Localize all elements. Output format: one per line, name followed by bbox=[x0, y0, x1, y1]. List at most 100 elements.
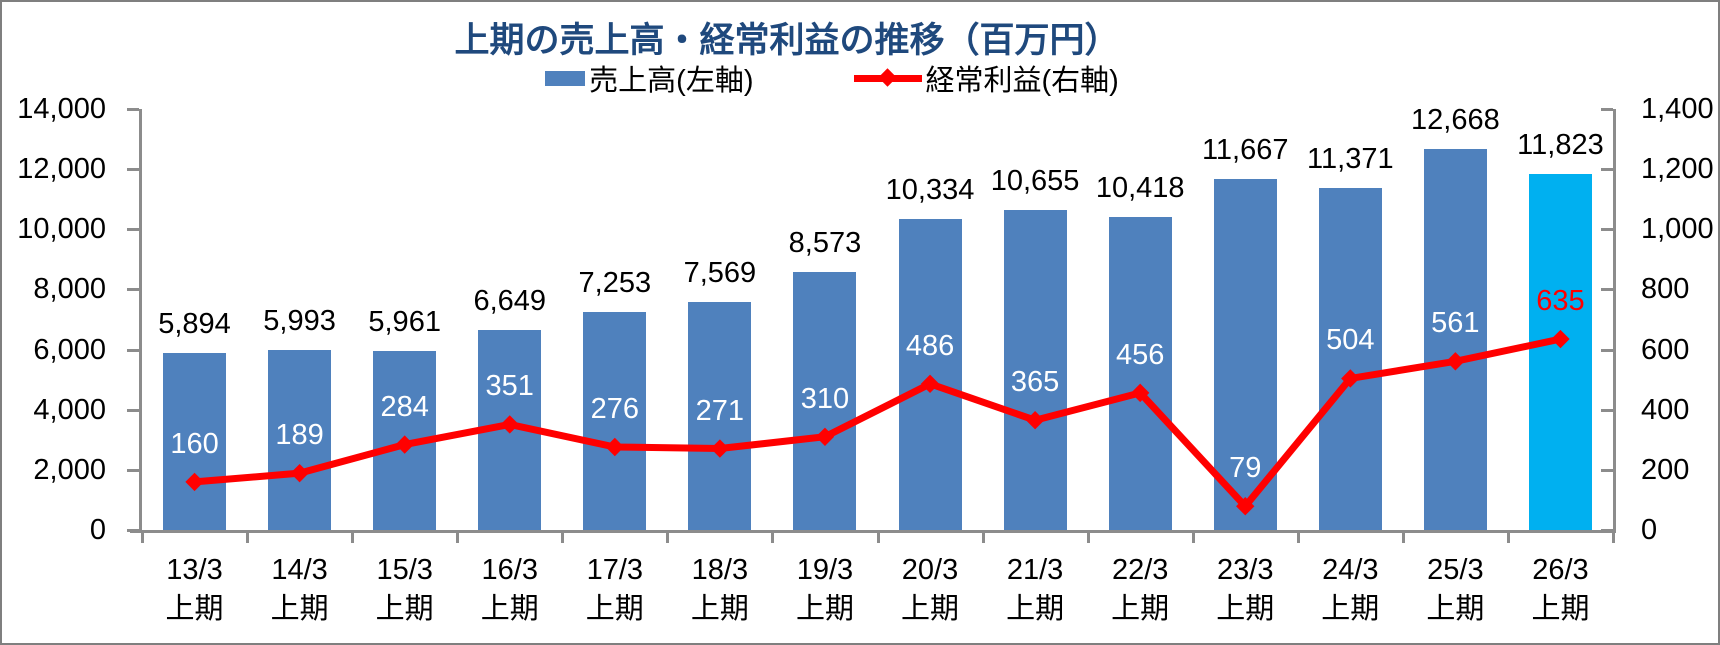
bar-value-label: 8,573 bbox=[788, 227, 862, 260]
x-tick-label-period: 上期 bbox=[1531, 593, 1590, 625]
profit-value-label: 276 bbox=[590, 393, 639, 425]
legend: 売上高(左軸) 経常利益(右軸) bbox=[2, 57, 1692, 99]
left-axis-tick-label: 6,000 bbox=[33, 333, 106, 366]
bar-value-label: 5,993 bbox=[263, 304, 336, 337]
right-axis-tick-label: 600 bbox=[1641, 333, 1690, 366]
x-axis-tick bbox=[876, 533, 880, 543]
x-tick-label-period: 上期 bbox=[375, 593, 434, 625]
bar-value-label: 11,823 bbox=[1517, 129, 1604, 162]
bar bbox=[1528, 174, 1592, 530]
legend-label-profit: 経常利益(右軸) bbox=[925, 65, 1119, 97]
x-axis-tick bbox=[1612, 533, 1615, 543]
left-axis-tick-label: 8,000 bbox=[33, 273, 106, 306]
x-axis-tick bbox=[666, 533, 670, 543]
x-tick-label-period: 上期 bbox=[1111, 593, 1170, 625]
right-axis-tick-label: 1,200 bbox=[1641, 153, 1714, 186]
profit-value-label: 561 bbox=[1431, 307, 1480, 340]
x-axis-tick bbox=[561, 533, 565, 543]
left-axis-tick bbox=[127, 408, 139, 412]
chart-title: 上期の売上高・経常利益の推移（百万円） bbox=[454, 21, 1120, 60]
left-axis-tick-label: 0 bbox=[89, 514, 106, 546]
x-axis-tick bbox=[981, 533, 985, 543]
x-axis-tick bbox=[456, 533, 460, 543]
left-axis-tick bbox=[127, 288, 139, 292]
profit-value-label: 504 bbox=[1326, 324, 1375, 357]
bar-value-label: 12,668 bbox=[1411, 104, 1500, 137]
bar-value-label: 10,655 bbox=[990, 164, 1080, 197]
left-axis-tick bbox=[127, 348, 139, 352]
x-tick-label-year: 26/3 bbox=[1532, 554, 1589, 586]
bar-value-label: 6,649 bbox=[473, 285, 547, 318]
bar-value-label: 10,418 bbox=[1095, 171, 1185, 204]
x-axis-tick bbox=[1506, 533, 1510, 543]
x-tick-label-period: 上期 bbox=[480, 593, 539, 625]
right-axis-tick-label: 400 bbox=[1641, 393, 1690, 426]
x-tick-label-year: 24/3 bbox=[1322, 554, 1379, 586]
left-axis-tick-label: 2,000 bbox=[33, 453, 106, 486]
profit-value-label: 189 bbox=[275, 419, 324, 452]
x-tick-label-period: 上期 bbox=[795, 593, 854, 625]
x-axis-tick bbox=[1296, 533, 1300, 543]
right-axis-tick bbox=[1601, 529, 1613, 532]
left-axis-tick bbox=[127, 168, 139, 172]
right-axis-tick-label: 1,000 bbox=[1641, 213, 1714, 246]
x-tick-label-period: 上期 bbox=[165, 593, 224, 625]
left-axis-tick bbox=[127, 108, 139, 111]
x-axis-tick bbox=[1401, 533, 1405, 543]
left-axis-tick bbox=[127, 468, 139, 472]
bar-value-label: 7,253 bbox=[578, 266, 652, 299]
profit-series-line-marker-icon bbox=[853, 68, 922, 88]
profit-value-label: 456 bbox=[1115, 338, 1165, 371]
bar-value-label: 10,334 bbox=[885, 174, 975, 207]
profit-value-label: 486 bbox=[905, 329, 955, 362]
profit-value-label: 160 bbox=[170, 427, 219, 460]
bar-value-label: 5,961 bbox=[368, 305, 441, 338]
x-tick-label-year: 20/3 bbox=[901, 554, 959, 586]
profit-value-label: 635 bbox=[1536, 285, 1585, 318]
x-tick-label-year: 23/3 bbox=[1217, 554, 1274, 586]
x-tick-label-year: 13/3 bbox=[166, 554, 223, 586]
profit-value-label: 271 bbox=[695, 394, 745, 427]
x-tick-label-year: 25/3 bbox=[1427, 554, 1484, 586]
x-tick-label-year: 14/3 bbox=[271, 554, 328, 586]
right-axis-tick-label: 800 bbox=[1641, 273, 1690, 306]
legend-label-sales: 売上高(左軸) bbox=[589, 65, 754, 97]
left-axis-tick bbox=[127, 228, 139, 232]
right-axis-tick-label: 1,400 bbox=[1641, 93, 1714, 125]
left-axis-tick-label: 10,000 bbox=[17, 213, 106, 246]
x-axis-tick bbox=[141, 533, 144, 543]
bar bbox=[373, 350, 437, 530]
right-axis-tick bbox=[1601, 408, 1613, 412]
x-tick-label-period: 上期 bbox=[585, 593, 644, 625]
profit-value-label: 79 bbox=[1229, 452, 1262, 485]
legend-item-profit: 経常利益(右軸) bbox=[853, 57, 1119, 99]
x-axis-line bbox=[130, 530, 1616, 533]
right-axis-tick-label: 0 bbox=[1641, 514, 1658, 546]
bar-value-label: 5,894 bbox=[158, 307, 231, 340]
profit-value-label: 310 bbox=[800, 382, 850, 415]
right-axis-tick bbox=[1601, 228, 1613, 232]
x-axis-tick bbox=[1086, 533, 1090, 543]
x-tick-label-period: 上期 bbox=[270, 593, 329, 625]
x-tick-label-year: 21/3 bbox=[1006, 554, 1064, 586]
bar bbox=[1108, 216, 1172, 530]
bar-value-label: 7,569 bbox=[683, 257, 757, 290]
right-axis-tick-label: 200 bbox=[1641, 453, 1690, 486]
x-tick-label-year: 19/3 bbox=[796, 554, 854, 586]
right-axis-tick bbox=[1601, 468, 1613, 472]
left-axis-line bbox=[139, 109, 142, 533]
bar-value-label: 11,371 bbox=[1307, 143, 1394, 176]
left-axis-tick-label: 12,000 bbox=[17, 153, 106, 186]
right-axis-tick bbox=[1601, 288, 1613, 292]
left-axis-tick-label: 14,000 bbox=[17, 93, 106, 125]
x-axis-tick bbox=[351, 533, 355, 543]
profit-value-label: 351 bbox=[485, 370, 534, 403]
sales-series-swatch-icon bbox=[545, 70, 586, 86]
x-tick-label-period: 上期 bbox=[901, 593, 960, 625]
right-axis-tick bbox=[1601, 108, 1613, 111]
left-axis-tick-label: 4,000 bbox=[33, 393, 106, 426]
x-tick-label-period: 上期 bbox=[1426, 593, 1485, 625]
right-axis-line bbox=[1613, 109, 1616, 533]
x-tick-label-period: 上期 bbox=[1321, 593, 1380, 625]
